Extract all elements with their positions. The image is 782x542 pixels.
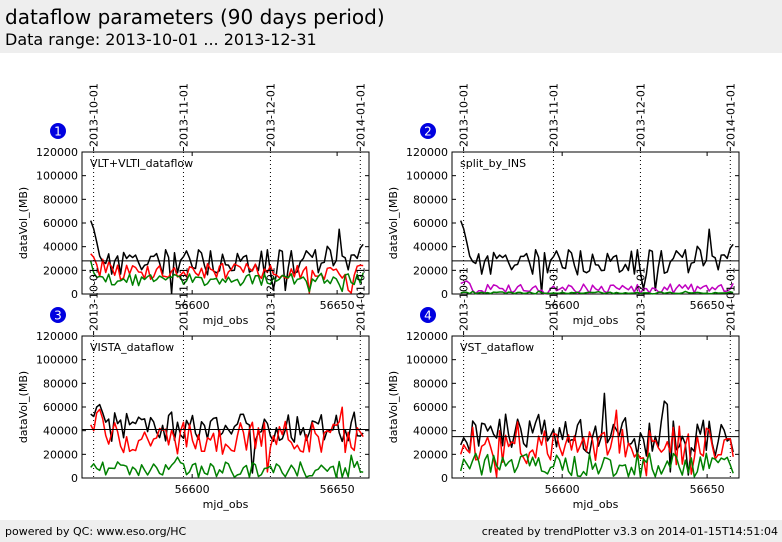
y-axis-label: dataVol_(MB) bbox=[387, 187, 400, 259]
y-axis-label: dataVol_(MB) bbox=[17, 187, 30, 259]
y-tick-label: 20000 bbox=[43, 448, 78, 461]
series-line-green bbox=[89, 260, 364, 293]
y-tick-label: 100000 bbox=[406, 354, 448, 367]
plot-panel-1: 0 20000 40000 60000 80000 100000 120000 56600 56… bbox=[17, 83, 370, 327]
date-marker-label: 2013-12-01 bbox=[264, 267, 277, 331]
y-tick-label: 120000 bbox=[406, 146, 448, 159]
x-axis-label: mjd_obs bbox=[203, 498, 249, 511]
series-line-red bbox=[90, 406, 364, 473]
footer-generator: created by trendPlotter v3.3 on 2014-01-… bbox=[481, 525, 778, 538]
plot-panel-3: 0 20000 40000 60000 80000 100000 120000 56600 56… bbox=[17, 267, 370, 511]
x-tick-label: 56600 bbox=[545, 299, 580, 312]
x-tick-label: 56600 bbox=[175, 483, 210, 496]
series-line-black bbox=[90, 403, 364, 474]
x-tick-label: 56600 bbox=[175, 299, 210, 312]
y-axis-label: dataVol_(MB) bbox=[387, 371, 400, 443]
panel-number: 4 bbox=[424, 309, 432, 323]
date-marker-label: 2013-11-01 bbox=[177, 267, 190, 331]
y-tick-label: 0 bbox=[441, 288, 448, 301]
header-band: dataflow parameters (90 days period) Dat… bbox=[0, 0, 782, 53]
y-tick-label: 80000 bbox=[413, 193, 448, 206]
x-tick-label: 56600 bbox=[545, 483, 580, 496]
y-tick-label: 20000 bbox=[413, 448, 448, 461]
series-line-red bbox=[459, 409, 734, 478]
y-tick-label: 0 bbox=[71, 288, 78, 301]
y-tick-label: 40000 bbox=[413, 241, 448, 254]
x-tick-label: 56650 bbox=[320, 483, 355, 496]
x-tick-label: 56650 bbox=[690, 483, 725, 496]
date-marker-label: 2014-01-01 bbox=[724, 267, 737, 331]
y-tick-label: 20000 bbox=[413, 264, 448, 277]
y-tick-label: 120000 bbox=[36, 330, 78, 343]
y-tick-label: 80000 bbox=[43, 377, 78, 390]
date-marker-label: 2013-11-01 bbox=[177, 83, 190, 147]
date-marker-label: 2013-11-01 bbox=[547, 267, 560, 331]
y-tick-label: 100000 bbox=[36, 354, 78, 367]
y-tick-label: 80000 bbox=[43, 193, 78, 206]
panel-label: split_by_INS bbox=[460, 157, 526, 170]
panel-number: 2 bbox=[424, 125, 432, 139]
plot-frame bbox=[451, 335, 740, 479]
panel-number-badge bbox=[420, 307, 436, 323]
footer-credit: powered by QC: www.eso.org/HC bbox=[5, 525, 187, 538]
date-marker-label: 2013-10-01 bbox=[458, 267, 471, 331]
date-marker-label: 2013-12-01 bbox=[634, 267, 647, 331]
series-line-black bbox=[89, 220, 364, 295]
series-line-black bbox=[459, 220, 734, 295]
panel-number: 3 bbox=[54, 309, 62, 323]
y-tick-label: 40000 bbox=[43, 241, 78, 254]
y-tick-label: 60000 bbox=[413, 401, 448, 414]
panel-label: VISTA_dataflow bbox=[90, 341, 174, 354]
data-range-subtitle: Data range: 2013-10-01 ... 2013-12-31 bbox=[5, 30, 317, 49]
y-tick-label: 120000 bbox=[36, 146, 78, 159]
x-axis-label: mjd_obs bbox=[573, 314, 619, 327]
y-tick-label: 40000 bbox=[413, 425, 448, 438]
y-tick-label: 0 bbox=[441, 472, 448, 485]
panel-label: VST_dataflow bbox=[460, 341, 534, 354]
date-marker-label: 2014-01-01 bbox=[724, 83, 737, 147]
date-marker-label: 2013-10-01 bbox=[458, 83, 471, 147]
date-marker-label: 2013-12-01 bbox=[264, 83, 277, 147]
panel-number-badge bbox=[50, 123, 66, 139]
x-axis-label: mjd_obs bbox=[203, 314, 249, 327]
y-tick-label: 120000 bbox=[406, 330, 448, 343]
date-marker-label: 2013-11-01 bbox=[547, 83, 560, 147]
date-marker-label: 2014-01-01 bbox=[354, 83, 367, 147]
date-marker-label: 2013-12-01 bbox=[634, 83, 647, 147]
date-marker-label: 2013-10-01 bbox=[88, 83, 101, 147]
series-line-magenta bbox=[460, 280, 734, 295]
series-line-green bbox=[460, 290, 734, 295]
series-line-green bbox=[90, 454, 364, 479]
y-tick-label: 60000 bbox=[43, 401, 78, 414]
y-tick-label: 100000 bbox=[36, 170, 78, 183]
plot-panel-2: 0 20000 40000 60000 80000 100000 120000 56600 56… bbox=[387, 83, 740, 327]
y-tick-label: 60000 bbox=[413, 217, 448, 230]
y-axis-label: dataVol_(MB) bbox=[17, 371, 30, 443]
y-tick-label: 0 bbox=[71, 472, 78, 485]
x-tick-label: 56650 bbox=[320, 299, 355, 312]
plot-panel-4: 0 20000 40000 60000 80000 100000 120000 56600 56… bbox=[387, 267, 740, 511]
y-tick-label: 60000 bbox=[43, 217, 78, 230]
x-tick-label: 56650 bbox=[690, 299, 725, 312]
x-axis-label: mjd_obs bbox=[573, 498, 619, 511]
series-line-green bbox=[459, 452, 734, 478]
page-title: dataflow parameters (90 days period) bbox=[5, 5, 385, 29]
y-tick-label: 100000 bbox=[406, 170, 448, 183]
plot-frame bbox=[81, 335, 370, 479]
panel-number-badge bbox=[420, 123, 436, 139]
panel-label: VLT+VLTI_dataflow bbox=[90, 157, 193, 170]
plot-frame bbox=[451, 151, 740, 295]
panel-number-badge bbox=[50, 307, 66, 323]
date-marker-label: 2013-10-01 bbox=[88, 267, 101, 331]
footer-band: powered by QC: www.eso.org/HC created by… bbox=[0, 520, 782, 542]
y-tick-label: 40000 bbox=[43, 425, 78, 438]
y-tick-label: 20000 bbox=[43, 264, 78, 277]
panel-number: 1 bbox=[54, 125, 62, 139]
date-marker-label: 2014-01-01 bbox=[354, 267, 367, 331]
y-tick-label: 80000 bbox=[413, 377, 448, 390]
